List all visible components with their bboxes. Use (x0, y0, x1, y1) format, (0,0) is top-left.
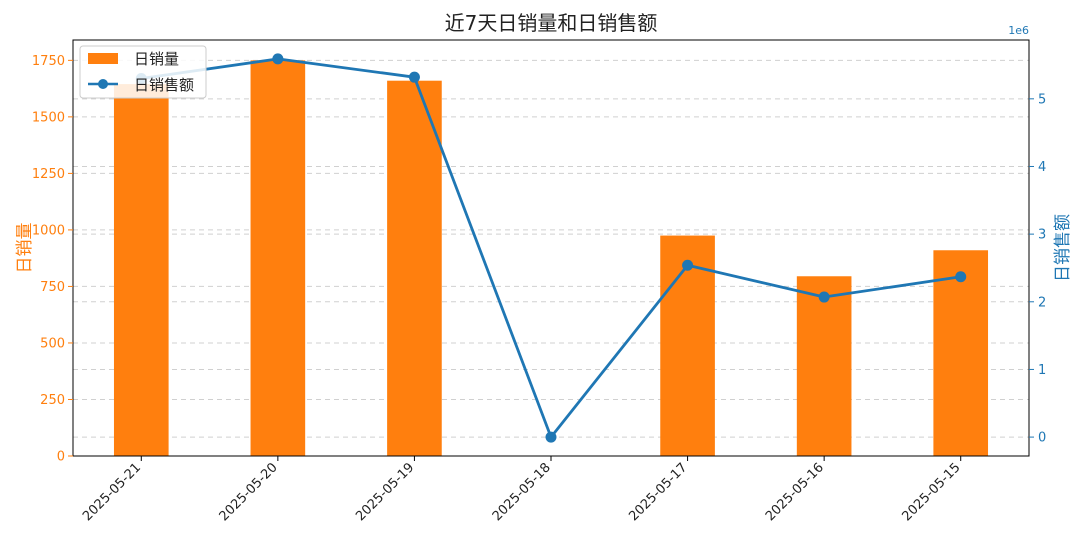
left-tick-label-2: 500 (40, 336, 65, 351)
right-tick-label-5: 5 (1038, 92, 1046, 107)
plot-frame (72, 39, 1030, 457)
legend-bar-swatch (88, 53, 118, 64)
right-axis: 0 1 2 3 4 5 (1029, 92, 1046, 446)
x-tick-label-2025-05-19: 2025-05-19 (353, 460, 417, 524)
grid-layer (73, 59, 1029, 438)
bar-2025-05-16 (796, 276, 852, 456)
right-tick-label-3: 3 (1038, 228, 1046, 243)
point-2025-05-17 (682, 259, 694, 271)
left-tick-label-4: 1000 (32, 223, 65, 238)
x-tick-label-2025-05-16: 2025-05-16 (763, 460, 827, 524)
x-tick-label-2025-05-15: 2025-05-15 (900, 460, 964, 524)
right-axis-label: 日销售额 (1053, 214, 1073, 282)
bar-2025-05-19 (387, 80, 442, 457)
bar-2025-05-21 (113, 84, 169, 456)
bar-2025-05-15 (933, 250, 989, 456)
right-tick-label-1: 1 (1038, 363, 1046, 378)
x-tick-label-2025-05-20: 2025-05-20 (217, 460, 281, 524)
left-tick-label-0: 0 (57, 450, 65, 465)
right-axis-exponent: 1e6 (1008, 24, 1029, 37)
left-tick-label-6: 1500 (32, 110, 65, 125)
x-tick-label-2025-05-21: 2025-05-21 (80, 460, 144, 524)
legend-line-marker (98, 79, 108, 89)
left-tick-label-1: 250 (40, 393, 65, 408)
bar-2025-05-17 (660, 235, 715, 456)
x-tick-label-2025-05-18: 2025-05-18 (490, 460, 554, 524)
point-2025-05-16 (818, 291, 830, 303)
right-tick-label-0: 0 (1038, 431, 1046, 446)
point-2025-05-19 (408, 71, 420, 83)
right-tick-label-4: 4 (1038, 160, 1046, 175)
point-2025-05-15 (955, 271, 967, 283)
left-tick-label-5: 1250 (32, 167, 65, 182)
point-2025-05-18 (545, 431, 557, 443)
x-axis: 2025-05-21 2025-05-20 2025-05-19 2025-05-18… (80, 456, 964, 524)
legend-line-label: 日销售额 (134, 76, 194, 94)
bar-layer (113, 60, 989, 457)
left-tick-label-3: 750 (40, 280, 65, 295)
left-axis: 0 250 500 750 1000 1250 1500 1750 (32, 54, 73, 465)
legend-bar-label: 日销量 (134, 50, 179, 68)
legend: 日销量 日销售额 (79, 45, 207, 99)
x-tick-label-2025-05-17: 2025-05-17 (626, 460, 690, 524)
point-2025-05-20 (272, 53, 284, 65)
chart-title: 近7天日销量和日销售额 (445, 11, 658, 35)
bar-2025-05-20 (250, 60, 306, 456)
left-axis-label: 日销量 (15, 223, 35, 274)
right-tick-label-2: 2 (1038, 295, 1046, 310)
left-tick-label-7: 1750 (32, 54, 65, 69)
